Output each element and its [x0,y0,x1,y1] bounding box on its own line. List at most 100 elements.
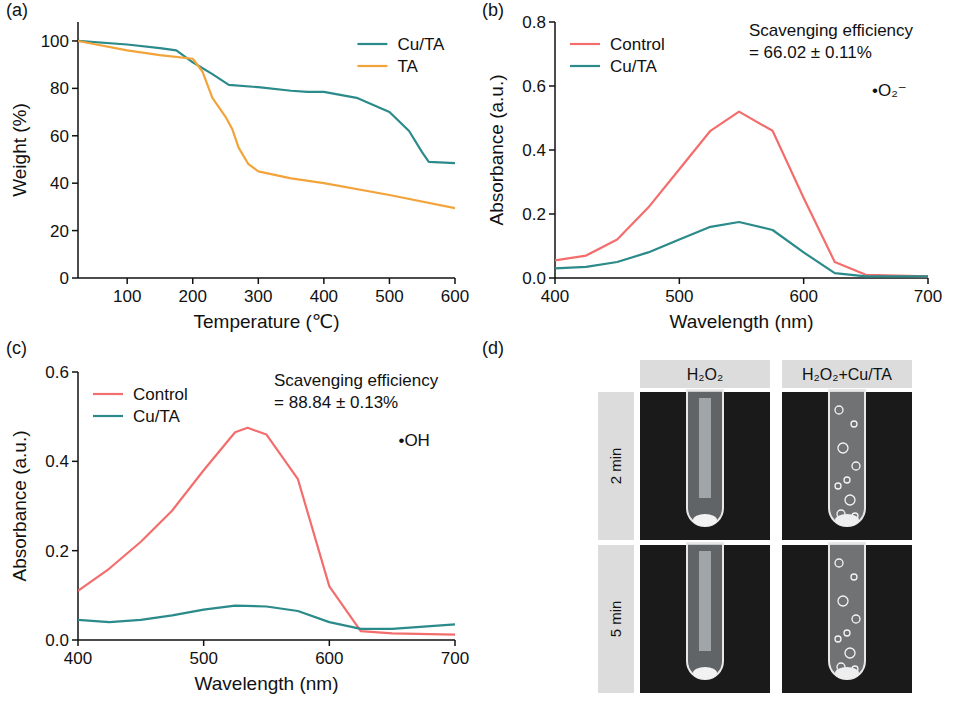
tube-bottom [835,667,859,679]
y-tick-label: 40 [50,174,69,193]
series-line [78,41,455,163]
column-head-bg [782,360,912,388]
legend-swatch [570,65,600,67]
x-tick [192,278,194,284]
y-tick-label: 80 [50,79,69,98]
legend-swatch [357,43,387,45]
y-tick-label: 0.6 [45,363,69,382]
y-axis-title: Weight (%) [9,103,30,197]
test-tube [829,543,865,679]
column-head-bg [640,360,770,388]
x-tick-label: 600 [441,287,469,306]
tube-highlight [699,398,711,498]
x-tick [329,640,331,646]
x-tick [203,640,205,646]
y-axis-title: Absorbance (a.u.) [9,430,30,581]
figure: (a)100200300400500600020406080100Tempera… [0,0,956,703]
x-tick [258,278,260,284]
bubble [851,421,857,427]
x-axis-title: Wavelength (nm) [670,311,814,332]
y-tick [72,230,78,232]
panel: (c)4005006007000.00.20.40.6Wavelength (n… [6,338,469,694]
legend-label: Cu/TA [133,407,181,426]
y-tick [549,149,555,151]
legend-swatch [357,65,387,67]
y-tick-label: 100 [41,32,69,51]
x-axis-title: Temperature (℃) [194,311,340,332]
legend-swatch [93,415,123,417]
row-head: 5 min [607,601,624,638]
y-tick-label: 0.0 [522,269,546,288]
x-axis [78,277,455,279]
y-tick [72,40,78,42]
legend-swatch [93,393,123,395]
x-tick [554,278,556,284]
y-tick [549,21,555,23]
annotation: Scavenging efficiency [749,21,914,40]
y-tick-label: 0.4 [45,452,69,471]
y-tick-label: 0.6 [522,77,546,96]
panel-label: (a) [6,0,28,20]
annotation: = 88.84 ± 0.13% [274,393,398,412]
x-tick-label: 600 [789,287,817,306]
photo-cell [640,392,770,540]
tube-bottom [693,514,717,526]
row-head: 2 min [607,448,624,485]
x-tick [77,640,79,646]
column-head: H₂O₂+Cu/TA [802,366,892,383]
y-tick [72,371,78,373]
y-tick-label: 0.0 [45,631,69,650]
series-line [555,222,928,276]
bubble [835,559,843,567]
x-axis [78,639,455,641]
legend: Control Cu/TA [93,385,188,426]
series-line [555,112,928,277]
tube-highlight [699,551,711,651]
x-tick-label: 700 [441,649,469,668]
bubble [838,596,848,606]
y-tick [549,213,555,215]
annotation: Scavenging efficiency [274,371,439,390]
test-tube [687,390,723,526]
legend-swatch [570,43,600,45]
x-tick [454,278,456,284]
x-tick-label: 500 [665,287,693,306]
legend-label: Control [610,35,665,54]
bubble [852,615,860,623]
annotation: •OH [398,431,429,450]
bubble [838,443,848,453]
x-tick-label: 200 [179,287,207,306]
annotation: •O₂⁻ [872,81,907,100]
bubble [845,648,855,658]
panel: (a)100200300400500600020406080100Tempera… [6,0,469,332]
x-tick-label: 300 [244,287,272,306]
bubble [851,574,857,580]
y-tick-label: 0.8 [522,13,546,32]
panel-label: (d) [482,338,504,358]
y-tick [72,182,78,184]
x-tick [679,278,681,284]
y-tick [549,85,555,87]
row-head-bg [598,545,634,693]
y-tick [72,550,78,552]
legend: Cu/TATA [357,35,445,76]
x-tick-label: 600 [315,649,343,668]
y-tick [72,461,78,463]
tube-bottom [835,514,859,526]
bubble [835,636,841,642]
series-line [78,41,455,208]
photo-cell [640,545,770,693]
legend-label: Control [133,385,188,404]
x-axis-title: Wavelength (nm) [195,673,339,694]
x-tick-label: 500 [375,287,403,306]
bubble [852,462,860,470]
legend: ControlCu/TA [570,35,665,76]
data-area [78,41,455,208]
y-tick-label: 0.2 [45,542,69,561]
column-head: H₂O₂ [687,366,723,383]
series-line [78,428,455,635]
x-tick-label: 100 [113,287,141,306]
y-tick-label: 0.4 [522,141,546,160]
y-axis-title: Absorbance (a.u.) [486,74,507,225]
x-tick-label: 700 [914,287,942,306]
